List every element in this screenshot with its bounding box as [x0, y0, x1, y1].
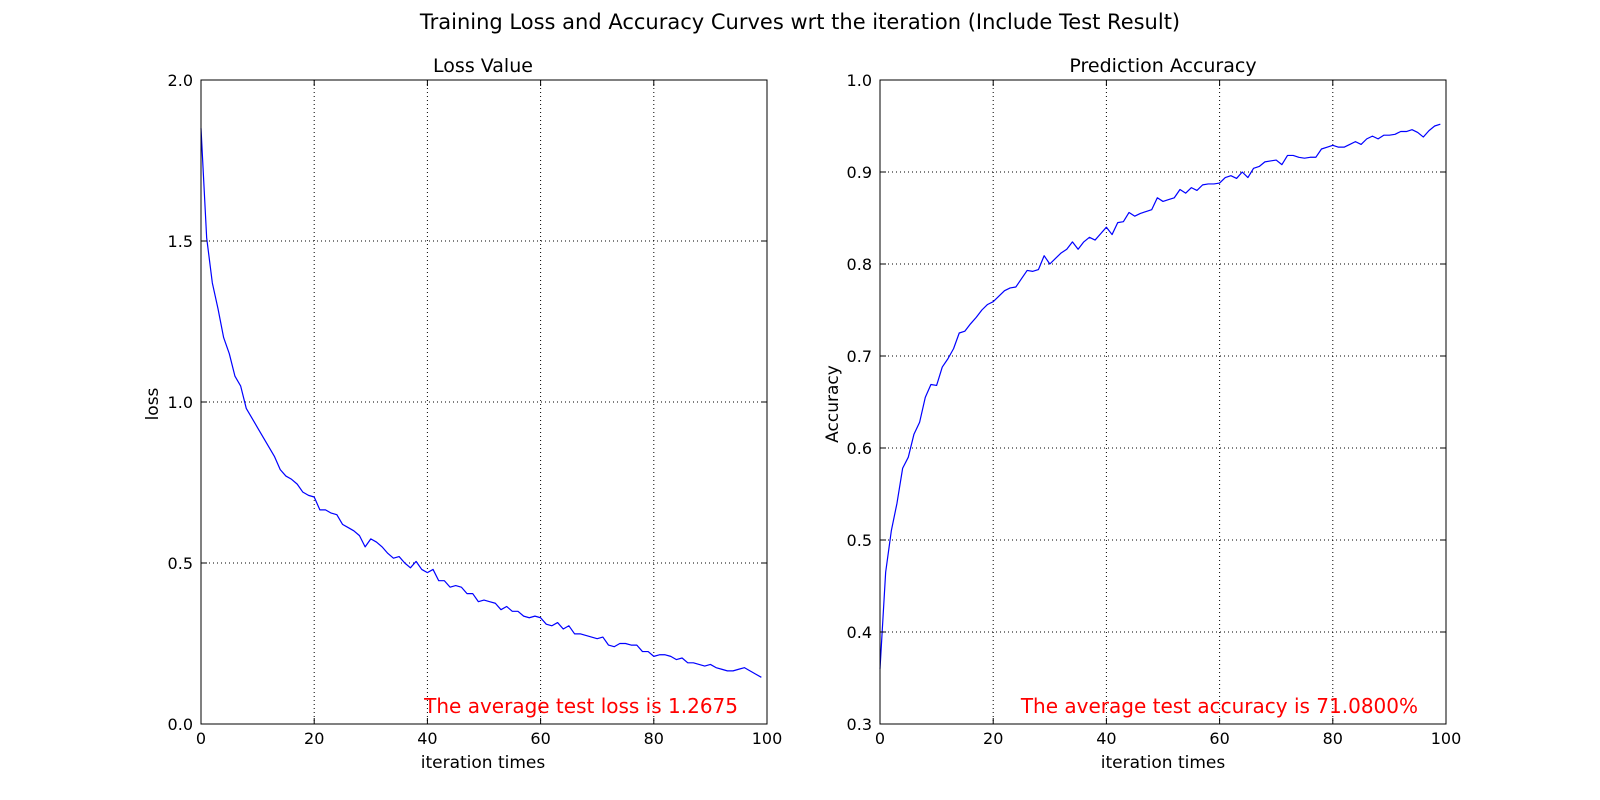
loss-x-tick-label-2: 40 — [417, 729, 437, 748]
accuracy-y-tick-label-3: 0.6 — [847, 439, 872, 458]
loss-chart-title: Loss Value — [433, 55, 533, 77]
loss-x-tick-label-5: 100 — [752, 729, 783, 748]
accuracy-y-tick-label-5: 0.8 — [847, 255, 872, 274]
loss-x-axis-label: iteration times — [421, 753, 546, 773]
accuracy-y-tick-label-0: 0.3 — [847, 715, 872, 734]
accuracy-x-tick-label-0: 0 — [875, 729, 885, 748]
accuracy-y-tick-label-6: 0.9 — [847, 163, 872, 182]
loss-test-annotation: The average test loss is 1.2675 — [423, 694, 738, 718]
accuracy-series-line — [879, 123, 1441, 669]
accuracy-x-tick-label-1: 20 — [983, 729, 1003, 748]
accuracy-y-axis-label: Accuracy — [823, 365, 843, 443]
loss-x-tick-label-3: 60 — [530, 729, 550, 748]
figure-title: Training Loss and Accuracy Curves wrt th… — [419, 10, 1181, 34]
accuracy-test-annotation: The average test accuracy is 71.0800% — [1020, 694, 1418, 718]
loss-y-axis-label: loss — [143, 387, 163, 420]
accuracy-x-axis-label: iteration times — [1101, 753, 1226, 773]
loss-y-tick-label-0: 0.0 — [168, 715, 193, 734]
loss-y-tick-label-1: 0.5 — [168, 554, 193, 573]
loss-y-tick-label-2: 1.0 — [168, 393, 193, 412]
loss-series-line — [200, 128, 762, 678]
accuracy-x-tick-label-2: 40 — [1096, 729, 1116, 748]
accuracy-chart-title: Prediction Accuracy — [1069, 55, 1256, 77]
accuracy-x-tick-label-4: 80 — [1323, 729, 1343, 748]
accuracy-x-tick-label-5: 100 — [1431, 729, 1462, 748]
accuracy-plot-frame — [879, 79, 1447, 725]
accuracy-y-tick-label-2: 0.5 — [847, 531, 872, 550]
loss-chart: 0 20 40 60 80 100 0.0 0.5 1.0 1.5 2.0 Loss Value i… — [143, 55, 782, 773]
accuracy-x-tick-label-3: 60 — [1209, 729, 1229, 748]
accuracy-y-tick-label-4: 0.7 — [847, 347, 872, 366]
accuracy-y-tick-label-1: 0.4 — [847, 623, 872, 642]
loss-x-tick-label-1: 20 — [304, 729, 324, 748]
loss-x-tick-label-0: 0 — [196, 729, 206, 748]
loss-x-tick-label-4: 80 — [644, 729, 664, 748]
accuracy-y-tick-label-7: 1.0 — [847, 71, 872, 90]
loss-y-tick-label-3: 1.5 — [168, 232, 193, 251]
loss-y-tick-label-4: 2.0 — [168, 71, 193, 90]
accuracy-chart: 0 20 40 60 80 100 0.3 0.4 0.5 0.6 0.7 0.8 0.9 1.0 Pre… — [823, 55, 1461, 773]
